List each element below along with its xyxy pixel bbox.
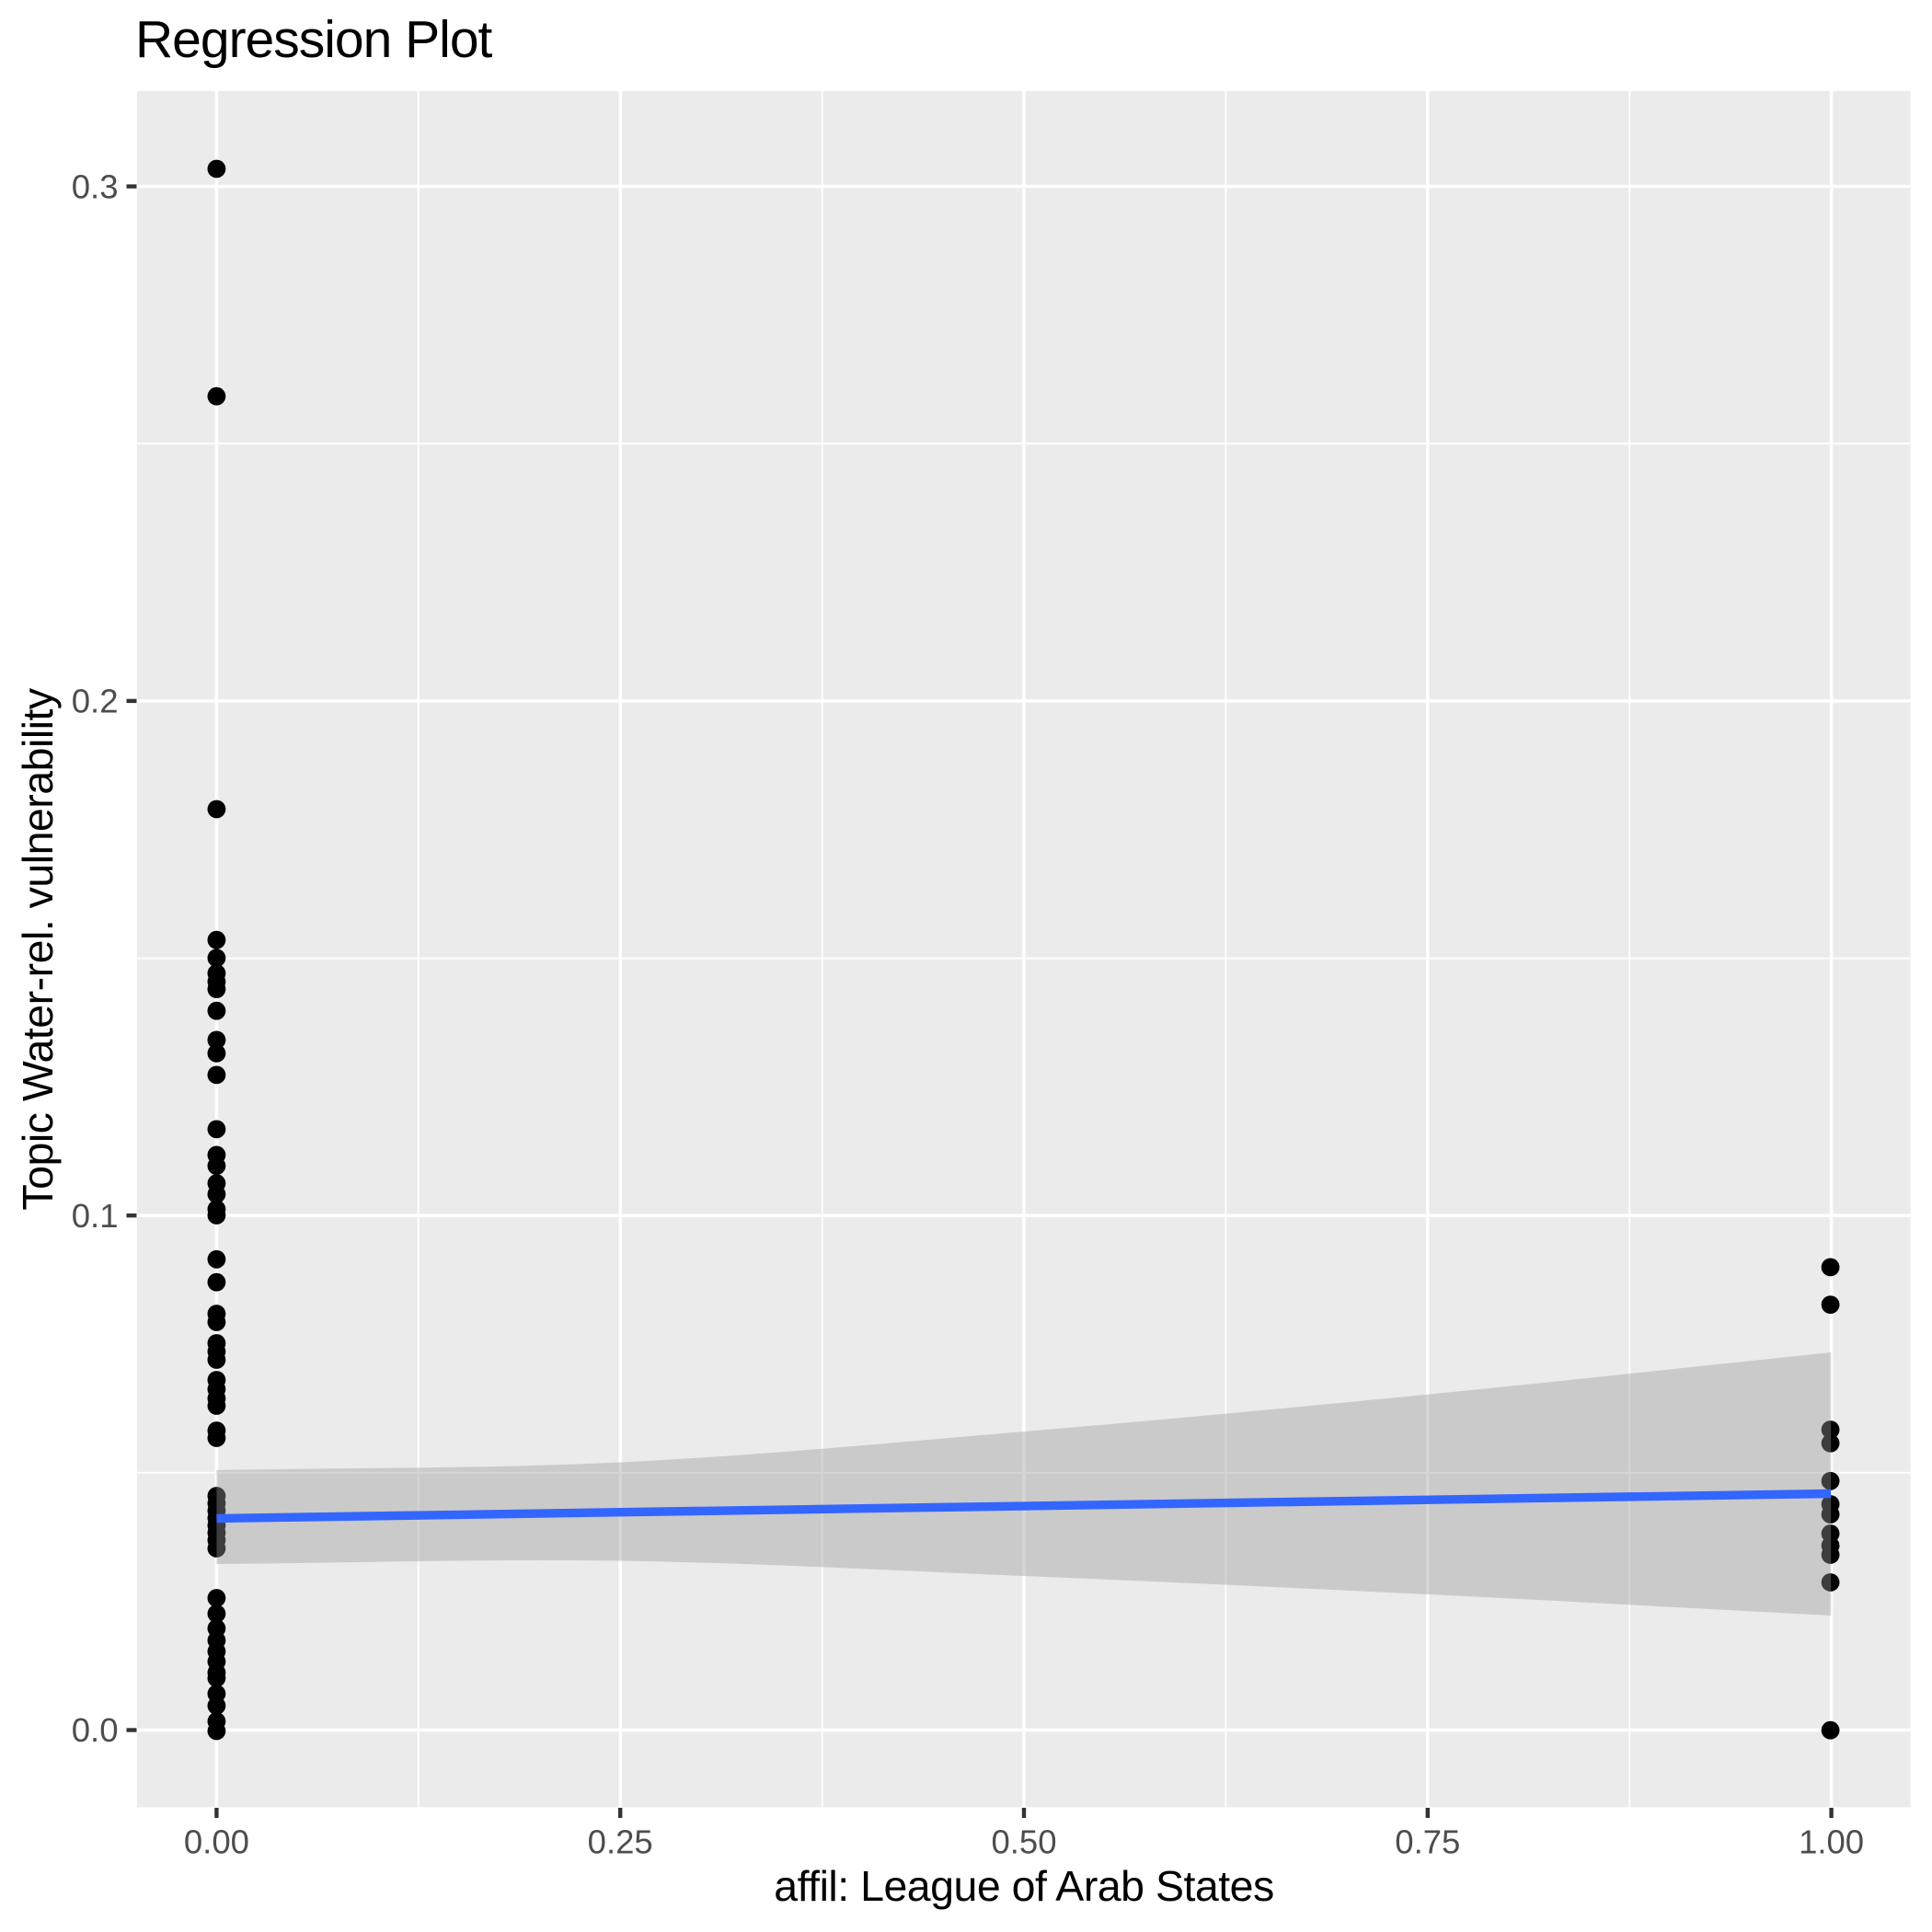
svg-text:affil: League of Arab States: affil: League of Arab States (774, 1862, 1274, 1910)
svg-text:0.75: 0.75 (1395, 1823, 1460, 1861)
svg-text:0.50: 0.50 (991, 1823, 1056, 1861)
svg-text:0.25: 0.25 (588, 1823, 653, 1861)
svg-text:0.3: 0.3 (72, 167, 119, 205)
svg-text:Regression Plot: Regression Plot (135, 10, 493, 69)
svg-text:Topic Water-rel. vulnerability: Topic Water-rel. vulnerability (14, 687, 62, 1211)
svg-text:1.00: 1.00 (1799, 1823, 1864, 1861)
svg-text:0.1: 0.1 (72, 1197, 119, 1235)
svg-text:0.00: 0.00 (184, 1823, 249, 1861)
svg-text:0.0: 0.0 (72, 1711, 119, 1749)
svg-text:0.2: 0.2 (72, 683, 119, 720)
